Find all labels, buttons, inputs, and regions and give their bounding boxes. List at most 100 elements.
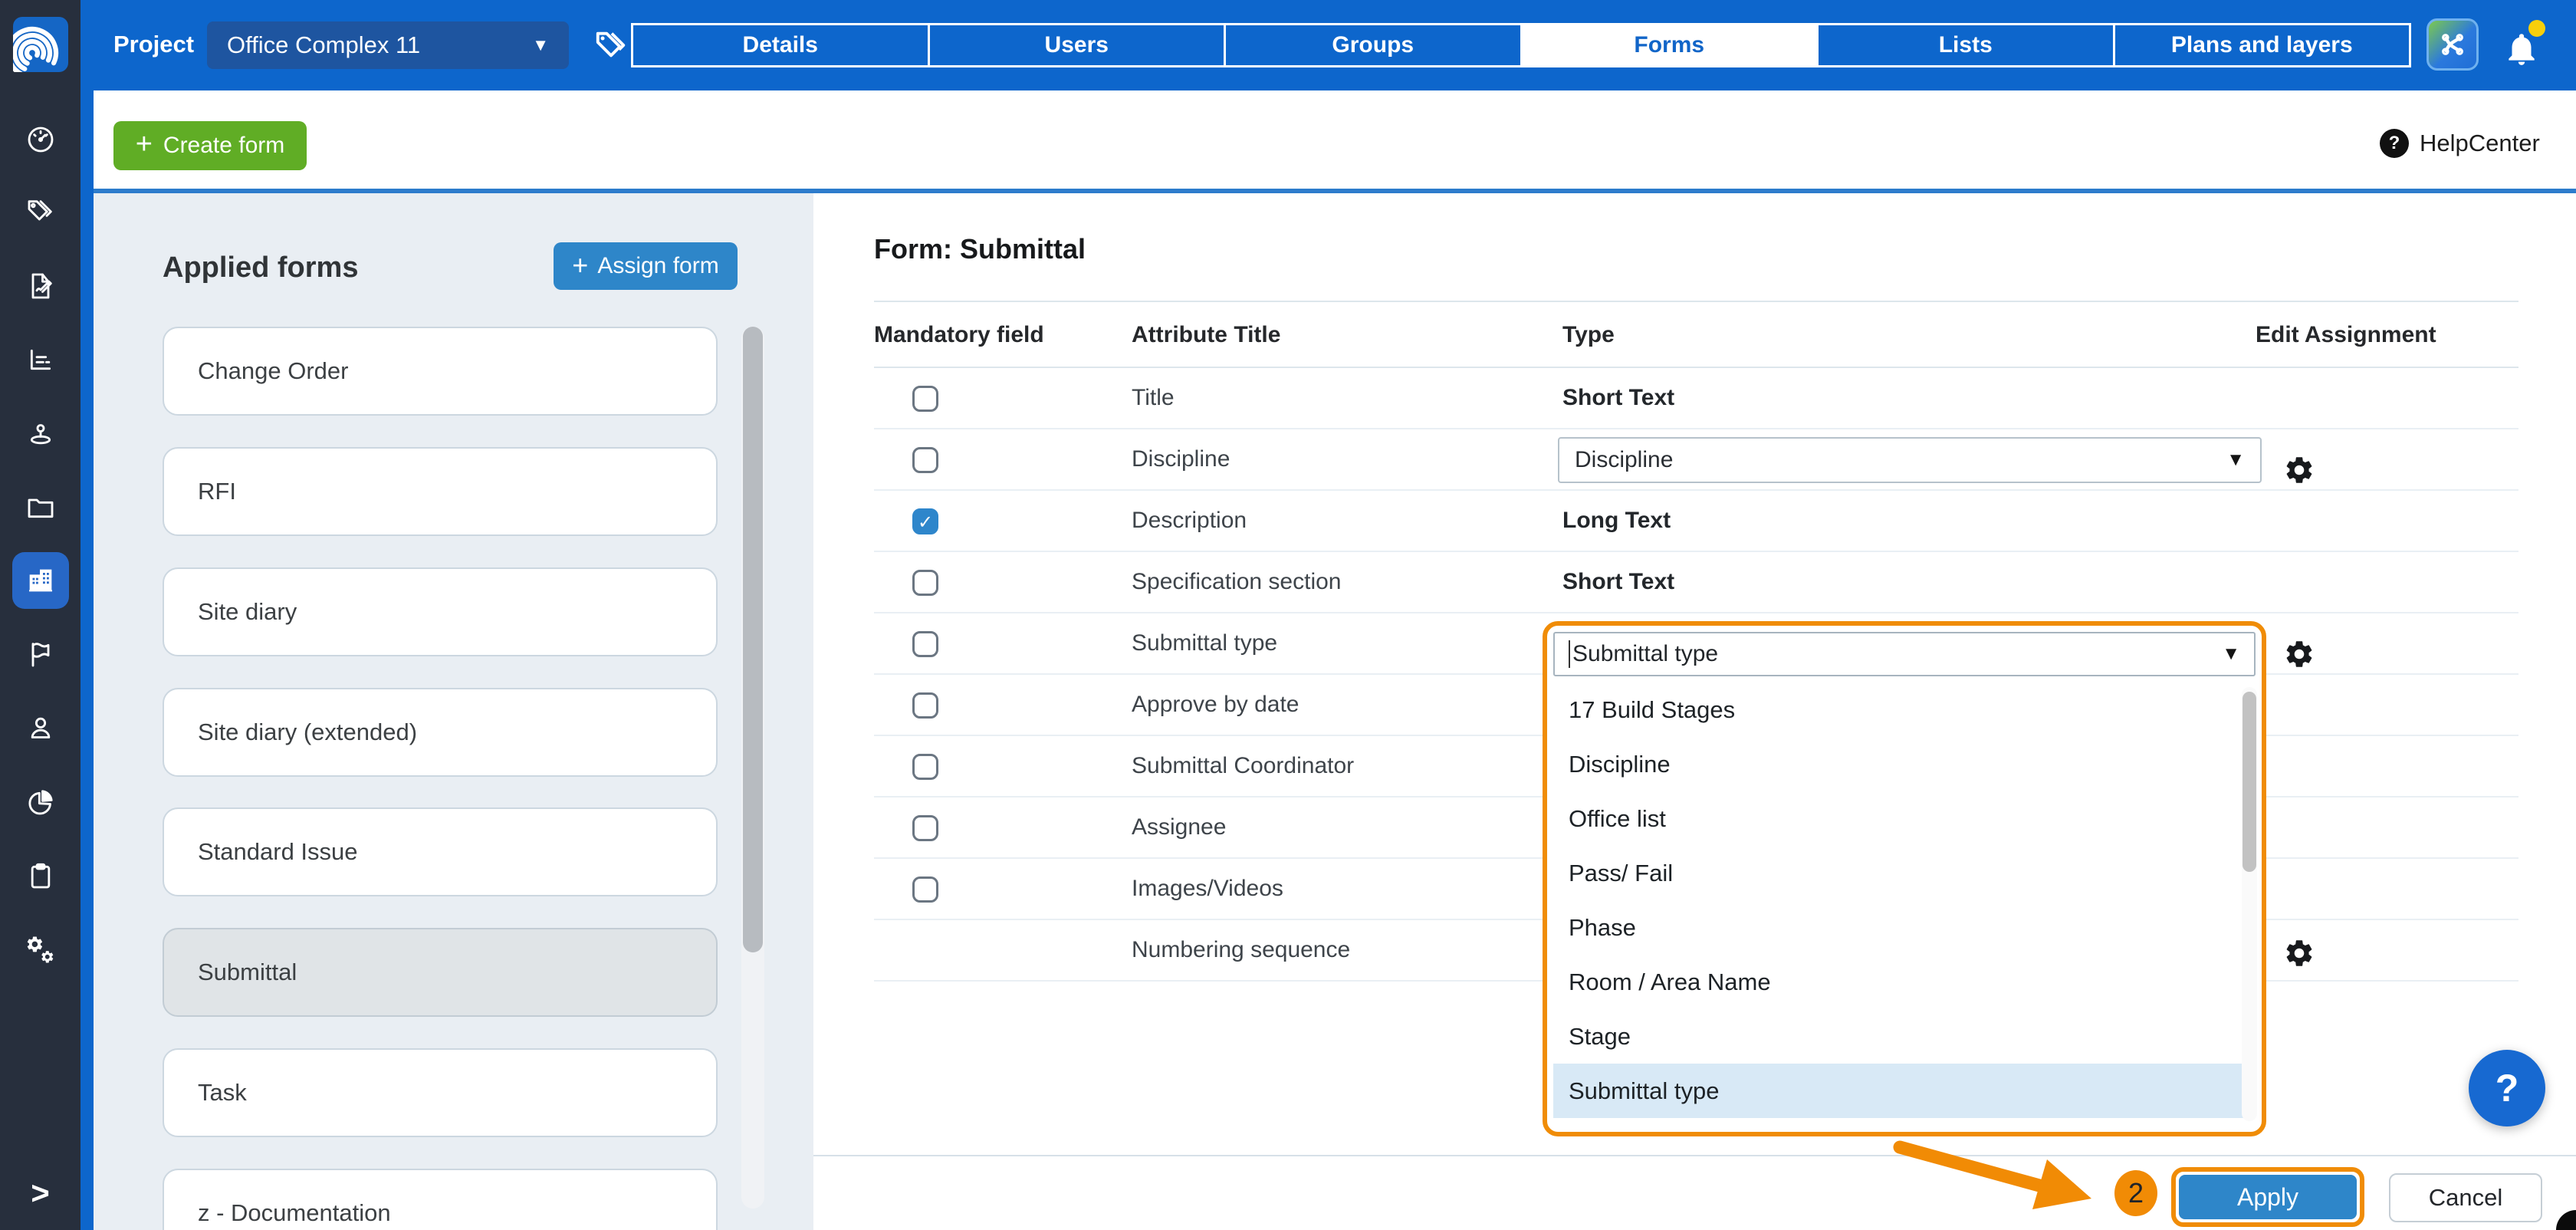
form-card-submittal[interactable]: Submittal bbox=[163, 928, 718, 1017]
tags-icon bbox=[28, 200, 52, 221]
sidebar-item-site[interactable] bbox=[0, 406, 80, 462]
tab-forms[interactable]: Forms bbox=[1520, 25, 1816, 65]
create-form-button[interactable]: + Create form bbox=[113, 121, 307, 170]
mandatory-checkbox[interactable] bbox=[912, 447, 938, 473]
col-type: Type bbox=[1562, 322, 1615, 347]
sidebar-item-reports[interactable] bbox=[0, 774, 80, 830]
type-option-list: 17 Build Stages Discipline Office list P… bbox=[1553, 682, 2256, 1126]
person-pin-icon bbox=[30, 424, 51, 445]
type-combobox-input[interactable]: Submittal type ▼ bbox=[1553, 632, 2256, 676]
sidebar-expand-chevron[interactable]: > bbox=[31, 1175, 50, 1211]
table-row-description: ✓ Description Long Text bbox=[874, 491, 2518, 552]
form-card-site-diary[interactable]: Site diary bbox=[163, 567, 718, 656]
chevron-down-icon: ▼ bbox=[532, 35, 549, 54]
mandatory-checkbox[interactable] bbox=[912, 754, 938, 780]
clipboard-icon bbox=[31, 863, 50, 889]
sidebar-item-users[interactable] bbox=[0, 699, 80, 756]
table-row-title: Title Short Text bbox=[874, 368, 2518, 429]
col-attribute-title: Attribute Title bbox=[1132, 322, 1281, 347]
tag-icon[interactable] bbox=[593, 28, 629, 63]
app-switcher-icon[interactable] bbox=[2426, 18, 2479, 71]
gear-icon[interactable] bbox=[2283, 638, 2315, 670]
sidebar-item-schedule[interactable] bbox=[0, 331, 80, 388]
tab-bar: Details Users Groups Forms Lists Plans a… bbox=[631, 23, 2411, 67]
form-card-task[interactable]: Task bbox=[163, 1048, 718, 1137]
mandatory-checkbox[interactable] bbox=[912, 386, 938, 412]
settings-gears-icon bbox=[27, 936, 53, 963]
footer-divider bbox=[813, 1155, 2576, 1156]
mandatory-checkbox[interactable] bbox=[912, 570, 938, 596]
helpcenter-link[interactable]: ? HelpCenter bbox=[2380, 129, 2540, 158]
option-stage[interactable]: Stage bbox=[1569, 1022, 1631, 1050]
page-title: Form: Submittal bbox=[874, 233, 1086, 265]
secondary-header bbox=[94, 90, 2576, 189]
project-name: Office Complex 11 bbox=[227, 31, 421, 58]
option-room-area-name[interactable]: Room / Area Name bbox=[1569, 968, 1771, 995]
sidebar-item-dashboard[interactable] bbox=[0, 111, 80, 168]
option-17-build-stages[interactable]: 17 Build Stages bbox=[1569, 696, 1736, 723]
sidebar-accent-strip bbox=[80, 0, 94, 1230]
table-header: Mandatory field Attribute Title Type Edi… bbox=[874, 301, 2518, 368]
bell-icon[interactable] bbox=[2502, 29, 2541, 69]
assign-form-button[interactable]: + Assign form bbox=[554, 242, 738, 290]
forms-scrollbar-thumb[interactable] bbox=[743, 327, 763, 952]
option-pass-fail[interactable]: Pass/ Fail bbox=[1569, 859, 1674, 886]
cancel-button[interactable]: Cancel bbox=[2389, 1173, 2542, 1222]
sidebar-item-settings[interactable] bbox=[0, 922, 80, 978]
folder-icon bbox=[28, 498, 53, 518]
form-card-rfi[interactable]: RFI bbox=[163, 447, 718, 536]
tab-lists[interactable]: Lists bbox=[1816, 25, 2113, 65]
flag-icon bbox=[31, 643, 49, 667]
panel-title: Applied forms bbox=[163, 252, 359, 284]
sidebar-item-flags[interactable] bbox=[0, 626, 80, 682]
sidebar-item-buildings[interactable] bbox=[0, 552, 80, 609]
gear-icon[interactable] bbox=[2283, 454, 2315, 486]
tab-users[interactable]: Users bbox=[927, 25, 1224, 65]
form-card-site-diary-extended[interactable]: Site diary (extended) bbox=[163, 688, 718, 777]
mandatory-checkbox-checked[interactable]: ✓ bbox=[912, 508, 938, 534]
plus-icon: + bbox=[135, 128, 153, 160]
project-dropdown[interactable]: Office Complex 11 ▼ bbox=[207, 21, 569, 69]
col-edit-assignment: Edit Assignment bbox=[2256, 322, 2436, 347]
sidebar: > bbox=[0, 0, 80, 1230]
building-icon bbox=[28, 569, 52, 592]
form-edit-icon bbox=[31, 273, 52, 299]
gear-icon[interactable] bbox=[2283, 937, 2315, 969]
top-bar: Project Office Complex 11 ▼ Details User… bbox=[0, 0, 2576, 90]
sidebar-item-forms[interactable] bbox=[0, 258, 80, 314]
tab-details[interactable]: Details bbox=[742, 32, 818, 58]
mandatory-checkbox[interactable] bbox=[912, 631, 938, 657]
dropdown-scrollbar[interactable] bbox=[2242, 687, 2257, 1121]
option-submittal-type[interactable]: Submittal type bbox=[1553, 1064, 2256, 1118]
sidebar-item-documents[interactable] bbox=[0, 479, 80, 536]
option-phase[interactable]: Phase bbox=[1569, 913, 1636, 941]
dashboard-gauge-icon bbox=[28, 127, 53, 153]
help-bubble-button[interactable]: ? bbox=[2469, 1050, 2545, 1126]
dropdown-scrollbar-thumb[interactable] bbox=[2242, 692, 2256, 872]
mandatory-checkbox[interactable] bbox=[912, 876, 938, 903]
forms-scrollbar[interactable] bbox=[741, 327, 764, 1209]
mandatory-checkbox[interactable] bbox=[912, 815, 938, 841]
option-discipline[interactable]: Discipline bbox=[1569, 750, 1671, 778]
option-office-list[interactable]: Office list bbox=[1569, 804, 1666, 832]
notification-dot bbox=[2528, 20, 2545, 37]
discipline-type-select[interactable]: Discipline ▼ bbox=[1558, 437, 2262, 483]
sidebar-item-checklists[interactable] bbox=[0, 847, 80, 904]
apply-button-highlight: Apply bbox=[2171, 1167, 2364, 1227]
dalux-logo[interactable] bbox=[13, 17, 68, 72]
project-label: Project bbox=[113, 31, 195, 58]
form-card-standard-issue[interactable]: Standard Issue bbox=[163, 807, 718, 896]
tab-groups[interactable]: Groups bbox=[1224, 25, 1520, 65]
chart-icon bbox=[30, 349, 51, 370]
table-row-specification-section: Specification section Short Text bbox=[874, 552, 2518, 613]
tab-plans-and-layers[interactable]: Plans and layers bbox=[2112, 25, 2410, 65]
form-card-z-documentation[interactable]: z - Documentation bbox=[163, 1169, 718, 1230]
apply-button[interactable]: Apply bbox=[2179, 1175, 2357, 1219]
text-cursor bbox=[1569, 640, 1570, 668]
mandatory-checkbox[interactable] bbox=[912, 692, 938, 719]
header-divider bbox=[94, 189, 2576, 193]
sidebar-item-tags[interactable] bbox=[0, 183, 80, 240]
form-card-change-order[interactable]: Change Order bbox=[163, 327, 718, 416]
question-icon: ? bbox=[2380, 129, 2409, 158]
